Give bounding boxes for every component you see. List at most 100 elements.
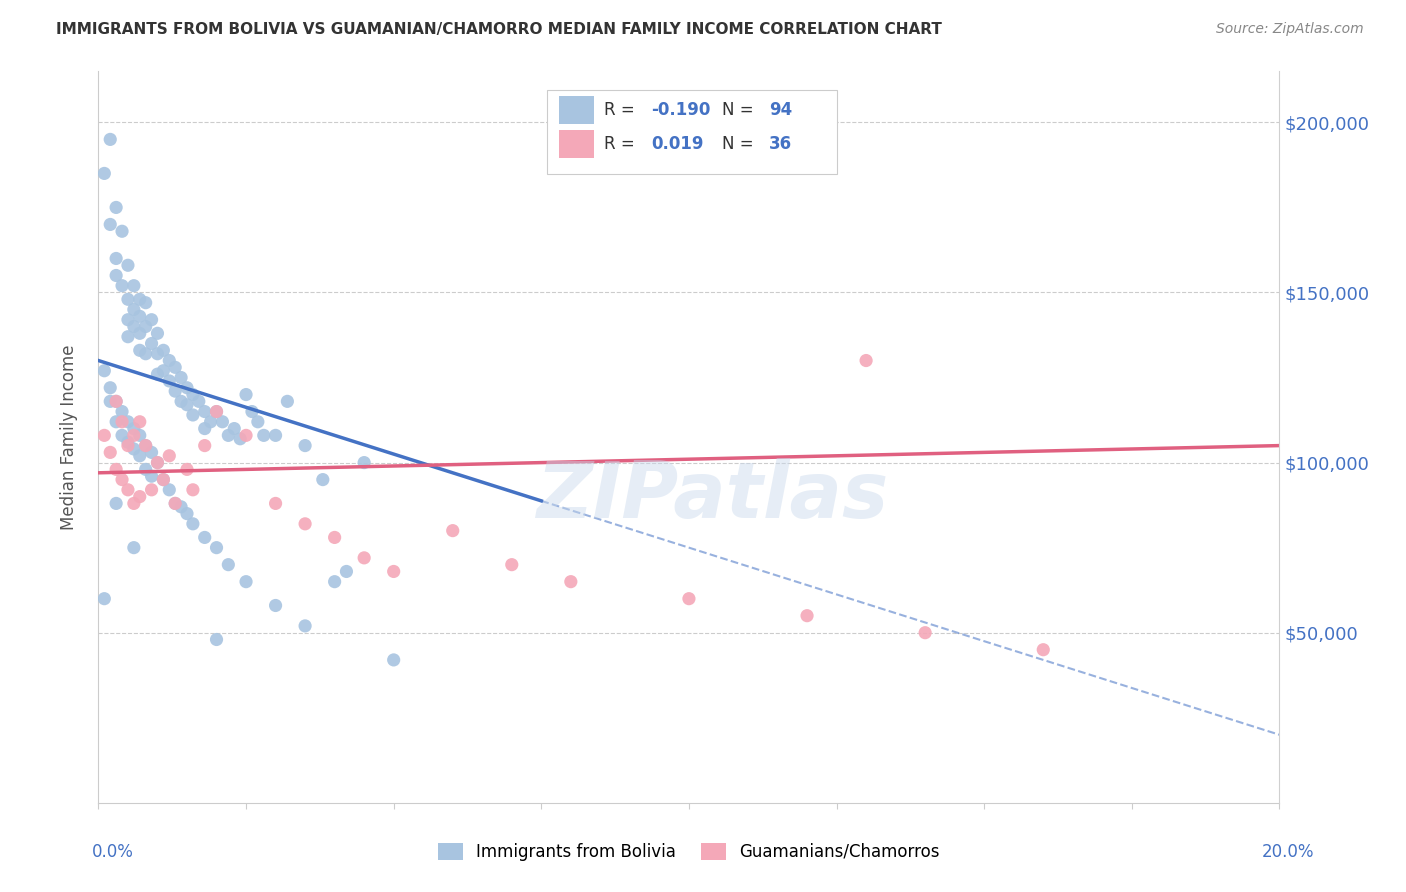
Point xyxy=(187,394,209,409)
Point xyxy=(1032,642,1054,657)
Point xyxy=(105,252,128,266)
Point xyxy=(240,404,263,418)
Point xyxy=(560,574,582,589)
Point xyxy=(98,132,121,146)
Point xyxy=(441,524,464,538)
Text: Source: ZipAtlas.com: Source: ZipAtlas.com xyxy=(1216,22,1364,37)
Point xyxy=(146,326,169,341)
Point xyxy=(796,608,818,623)
Point xyxy=(323,531,346,545)
Point xyxy=(117,483,139,497)
Point xyxy=(146,367,169,381)
Point xyxy=(382,653,405,667)
Point xyxy=(128,293,150,307)
Point xyxy=(205,404,228,418)
Bar xyxy=(560,96,595,124)
Point xyxy=(152,473,174,487)
Point xyxy=(93,428,115,442)
Point xyxy=(105,394,128,409)
Point xyxy=(264,428,287,442)
Point xyxy=(111,415,134,429)
Point xyxy=(117,293,139,307)
Point xyxy=(128,310,150,324)
Text: 20.0%: 20.0% xyxy=(1263,843,1315,861)
Point xyxy=(224,421,246,435)
Point xyxy=(117,258,139,272)
Point xyxy=(128,343,150,358)
Point xyxy=(181,516,204,531)
Point xyxy=(157,449,180,463)
Point xyxy=(294,439,316,453)
Point xyxy=(128,490,150,504)
Point xyxy=(117,435,139,450)
Point xyxy=(98,218,121,232)
Point xyxy=(93,364,115,378)
Point xyxy=(141,445,163,459)
Point xyxy=(165,496,187,510)
Point xyxy=(135,462,157,476)
Point xyxy=(135,295,157,310)
Point xyxy=(141,469,163,483)
Point xyxy=(323,574,346,589)
Point xyxy=(98,381,121,395)
Point xyxy=(914,625,936,640)
Point xyxy=(157,374,180,388)
Bar xyxy=(560,130,595,158)
Point xyxy=(235,574,257,589)
Point xyxy=(128,326,150,341)
Point xyxy=(235,428,257,442)
Point xyxy=(105,394,128,409)
Text: IMMIGRANTS FROM BOLIVIA VS GUAMANIAN/CHAMORRO MEDIAN FAMILY INCOME CORRELATION C: IMMIGRANTS FROM BOLIVIA VS GUAMANIAN/CHA… xyxy=(56,22,942,37)
Point xyxy=(122,319,145,334)
Point xyxy=(152,364,174,378)
Point xyxy=(146,456,169,470)
Point xyxy=(194,421,217,435)
Point xyxy=(105,201,128,215)
Point xyxy=(205,632,228,647)
Point xyxy=(117,312,139,326)
Point xyxy=(122,421,145,435)
Point xyxy=(200,415,222,429)
Point xyxy=(181,387,204,401)
Point xyxy=(128,428,150,442)
Point xyxy=(382,565,405,579)
Point xyxy=(141,483,163,497)
Text: -0.190: -0.190 xyxy=(651,101,710,120)
Point xyxy=(111,428,134,442)
FancyBboxPatch shape xyxy=(547,90,837,174)
Point xyxy=(117,439,139,453)
Point xyxy=(157,353,180,368)
Point xyxy=(93,166,115,180)
Point xyxy=(205,404,228,418)
Point xyxy=(176,381,198,395)
Point xyxy=(98,445,121,459)
Point xyxy=(170,500,193,514)
Point xyxy=(229,432,252,446)
Point xyxy=(353,550,375,565)
Point xyxy=(98,394,121,409)
Point xyxy=(128,415,150,429)
Point xyxy=(152,343,174,358)
Point xyxy=(194,531,217,545)
Point xyxy=(105,415,128,429)
Point xyxy=(135,439,157,453)
Point xyxy=(678,591,700,606)
Point xyxy=(235,387,257,401)
Point xyxy=(253,428,276,442)
Point xyxy=(211,415,233,429)
Point xyxy=(117,415,139,429)
Point xyxy=(165,360,187,375)
Point xyxy=(294,619,316,633)
Point xyxy=(294,516,316,531)
Point xyxy=(264,599,287,613)
Point xyxy=(111,278,134,293)
Point xyxy=(217,428,239,442)
Point xyxy=(181,483,204,497)
Point xyxy=(146,456,169,470)
Text: ZIPatlas: ZIPatlas xyxy=(537,458,889,533)
Point xyxy=(165,496,187,510)
Text: 0.019: 0.019 xyxy=(651,135,703,153)
Point xyxy=(117,329,139,343)
Text: N =: N = xyxy=(723,101,759,120)
Point xyxy=(170,394,193,409)
